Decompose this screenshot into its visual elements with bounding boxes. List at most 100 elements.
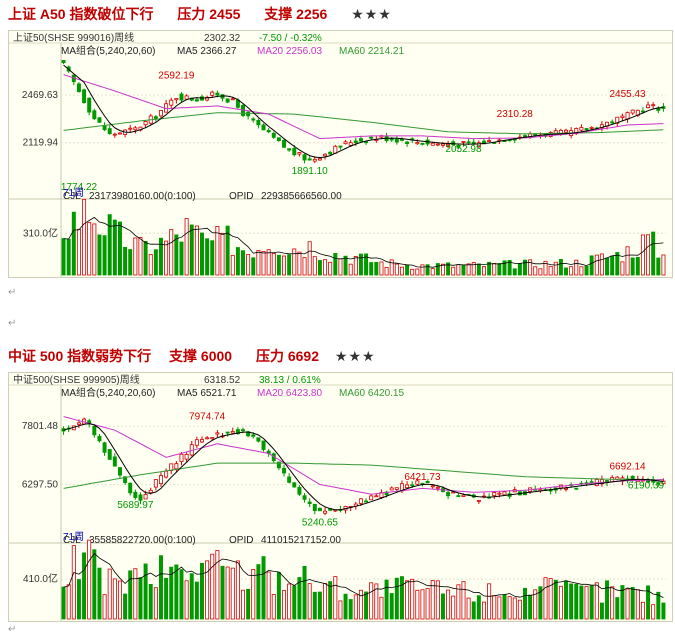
candle-body	[389, 138, 394, 141]
volume-bar	[507, 259, 512, 276]
volume-bar	[76, 579, 81, 620]
candle-body	[174, 98, 179, 101]
volume-bar	[205, 238, 210, 276]
volume-bar	[364, 591, 369, 620]
volume-bar	[410, 578, 415, 620]
volume-bar	[487, 583, 492, 620]
volume-bar	[646, 234, 651, 276]
volume-bar	[353, 256, 358, 276]
candle-body	[241, 429, 246, 432]
volume-bar	[76, 228, 81, 276]
volume-bar	[569, 583, 574, 620]
volume-bar	[564, 580, 569, 620]
candle-body	[584, 128, 589, 131]
candle-body	[235, 429, 240, 435]
candle-body	[158, 475, 163, 485]
volume-bar	[610, 255, 615, 276]
volume-bar	[153, 587, 158, 620]
volume-bar	[123, 593, 128, 620]
ma60-legend: MA60 2214.21	[339, 46, 404, 57]
ma5-line	[63, 423, 664, 511]
candle-body	[435, 486, 440, 489]
volume-bar	[246, 254, 251, 276]
volume-bar	[87, 539, 92, 620]
volume-bar	[451, 266, 456, 276]
volume-bar	[338, 258, 343, 276]
candle-body	[184, 454, 189, 460]
candle-body	[317, 507, 322, 512]
volume-bar	[492, 595, 497, 620]
volume-bar	[661, 602, 666, 620]
volume-bar	[615, 252, 620, 276]
candle-body	[369, 495, 374, 501]
volume-bar	[553, 579, 558, 620]
candle-body	[446, 144, 451, 147]
volume-bar	[92, 549, 97, 620]
candle-body	[476, 142, 481, 147]
volume-bar	[615, 597, 620, 620]
candle-body	[389, 487, 394, 491]
volume-bar	[133, 237, 138, 276]
volume-bar	[220, 565, 225, 620]
candle-body	[307, 158, 312, 161]
candle-body	[205, 437, 210, 440]
price-annotation: 6692.14	[609, 461, 646, 472]
volume-bar	[179, 241, 184, 276]
volume-bar	[241, 589, 246, 620]
headline-zz500: 中证 500 指数弱势下行 支撑 6000 压力 6692 ★★★	[8, 346, 378, 366]
price-tick-label: 2469.63	[22, 90, 59, 101]
volume-bar	[102, 235, 107, 276]
candle-body	[225, 98, 230, 103]
volume-bar	[497, 263, 502, 276]
volume-bar	[420, 264, 425, 276]
candle-body	[640, 110, 645, 113]
volume-bar	[487, 261, 492, 276]
headline-title: 中证 500 指数弱势下行	[8, 348, 152, 364]
volume-bar	[215, 550, 220, 620]
candle-body	[271, 132, 276, 138]
volume-bar	[184, 580, 189, 620]
volume-bar	[230, 254, 235, 276]
volume-bar	[112, 578, 117, 620]
candle-body	[466, 141, 471, 144]
candle-body	[102, 442, 107, 453]
volume-bar	[143, 240, 148, 276]
volume-bar	[215, 226, 220, 276]
volume-bar	[517, 263, 522, 276]
volume-bar	[184, 218, 189, 276]
volume-bar	[379, 261, 384, 276]
candle-body	[287, 476, 292, 483]
volume-bar	[399, 266, 404, 276]
candle-body	[102, 125, 107, 131]
volume-value: 35585822720.00(0:100)	[89, 535, 196, 546]
volume-bar	[476, 595, 481, 620]
volume-bar	[574, 583, 579, 620]
volume-bar	[369, 582, 374, 620]
volume-bar	[517, 599, 522, 620]
chart-title: 上证50(SHSE 999016)周线	[13, 31, 134, 44]
volume-bar	[528, 259, 533, 276]
volume-bar	[241, 250, 246, 276]
candle-body	[312, 158, 317, 162]
candle-body	[82, 89, 87, 103]
volume-bar	[389, 593, 394, 620]
candle-body	[646, 104, 651, 108]
volume-bar	[292, 248, 297, 276]
volume-bar	[471, 601, 476, 620]
candle-body	[61, 60, 66, 63]
volume-bar	[164, 240, 169, 276]
volume-bar	[71, 211, 76, 276]
volume-bar	[328, 261, 333, 276]
volume-bar	[276, 254, 281, 276]
candle-body	[615, 116, 620, 124]
candle-body	[76, 83, 81, 93]
volume-bar	[282, 255, 287, 276]
volume-bar	[656, 257, 661, 276]
candle-body	[292, 482, 297, 488]
volume-ma-line	[63, 552, 664, 598]
ma20-legend: MA20 6423.80	[257, 388, 322, 399]
candle-body	[364, 500, 369, 503]
volume-bar	[343, 255, 348, 276]
volume-bar	[287, 583, 292, 620]
rating-stars: ★★★	[351, 6, 392, 22]
